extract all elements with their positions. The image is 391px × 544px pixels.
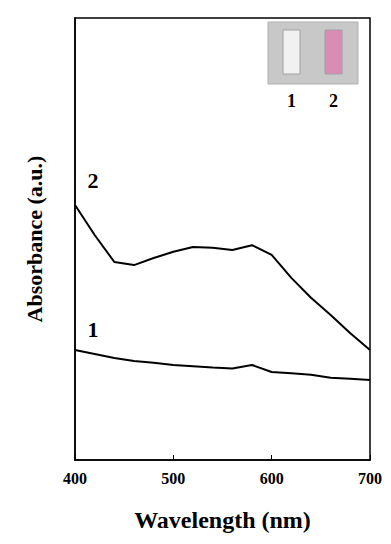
svg-text:1: 1 <box>287 91 296 111</box>
svg-text:1: 1 <box>88 317 99 342</box>
svg-text:2: 2 <box>88 168 99 193</box>
svg-text:600: 600 <box>260 470 284 487</box>
svg-text:700: 700 <box>358 470 382 487</box>
svg-text:Absorbance (a.u.): Absorbance (a.u.) <box>22 156 47 323</box>
svg-text:Wavelength (nm): Wavelength (nm) <box>134 507 311 533</box>
svg-text:400: 400 <box>63 470 87 487</box>
svg-text:2: 2 <box>329 91 338 111</box>
svg-text:500: 500 <box>161 470 185 487</box>
